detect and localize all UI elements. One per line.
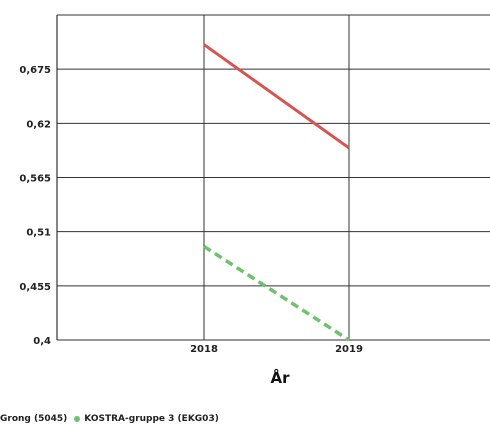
x-tick-label: 2018 (190, 344, 218, 355)
legend-item-label: Grong (5045) (0, 414, 68, 424)
series-line-2 (203, 244, 350, 342)
y-tick-label: 0,675 (19, 65, 51, 76)
y-tick-label: 0,51 (26, 228, 51, 239)
y-tick-label: 0,4 (33, 336, 51, 347)
y-tick-label: 0,62 (26, 119, 51, 130)
y-tick-label: 0,565 (19, 174, 51, 185)
series-line-1 (203, 43, 350, 150)
grid (56, 14, 490, 341)
legend-dot-icon (74, 416, 81, 422)
y-axis-ticks: 0,4 0,455 0,51 0,565 0,62 0,675 (19, 65, 51, 347)
x-axis-title: År (270, 368, 290, 387)
x-axis-ticks: 2018 2019 (190, 344, 363, 355)
series-lines (203, 43, 350, 342)
x-tick-label: 2019 (335, 344, 363, 355)
legend: Grong (5045) KOSTRA-gruppe 3 (EKG03) (0, 414, 219, 424)
legend-item-label: KOSTRA-gruppe 3 (EKG03) (84, 414, 219, 424)
y-tick-label: 0,455 (19, 282, 51, 293)
